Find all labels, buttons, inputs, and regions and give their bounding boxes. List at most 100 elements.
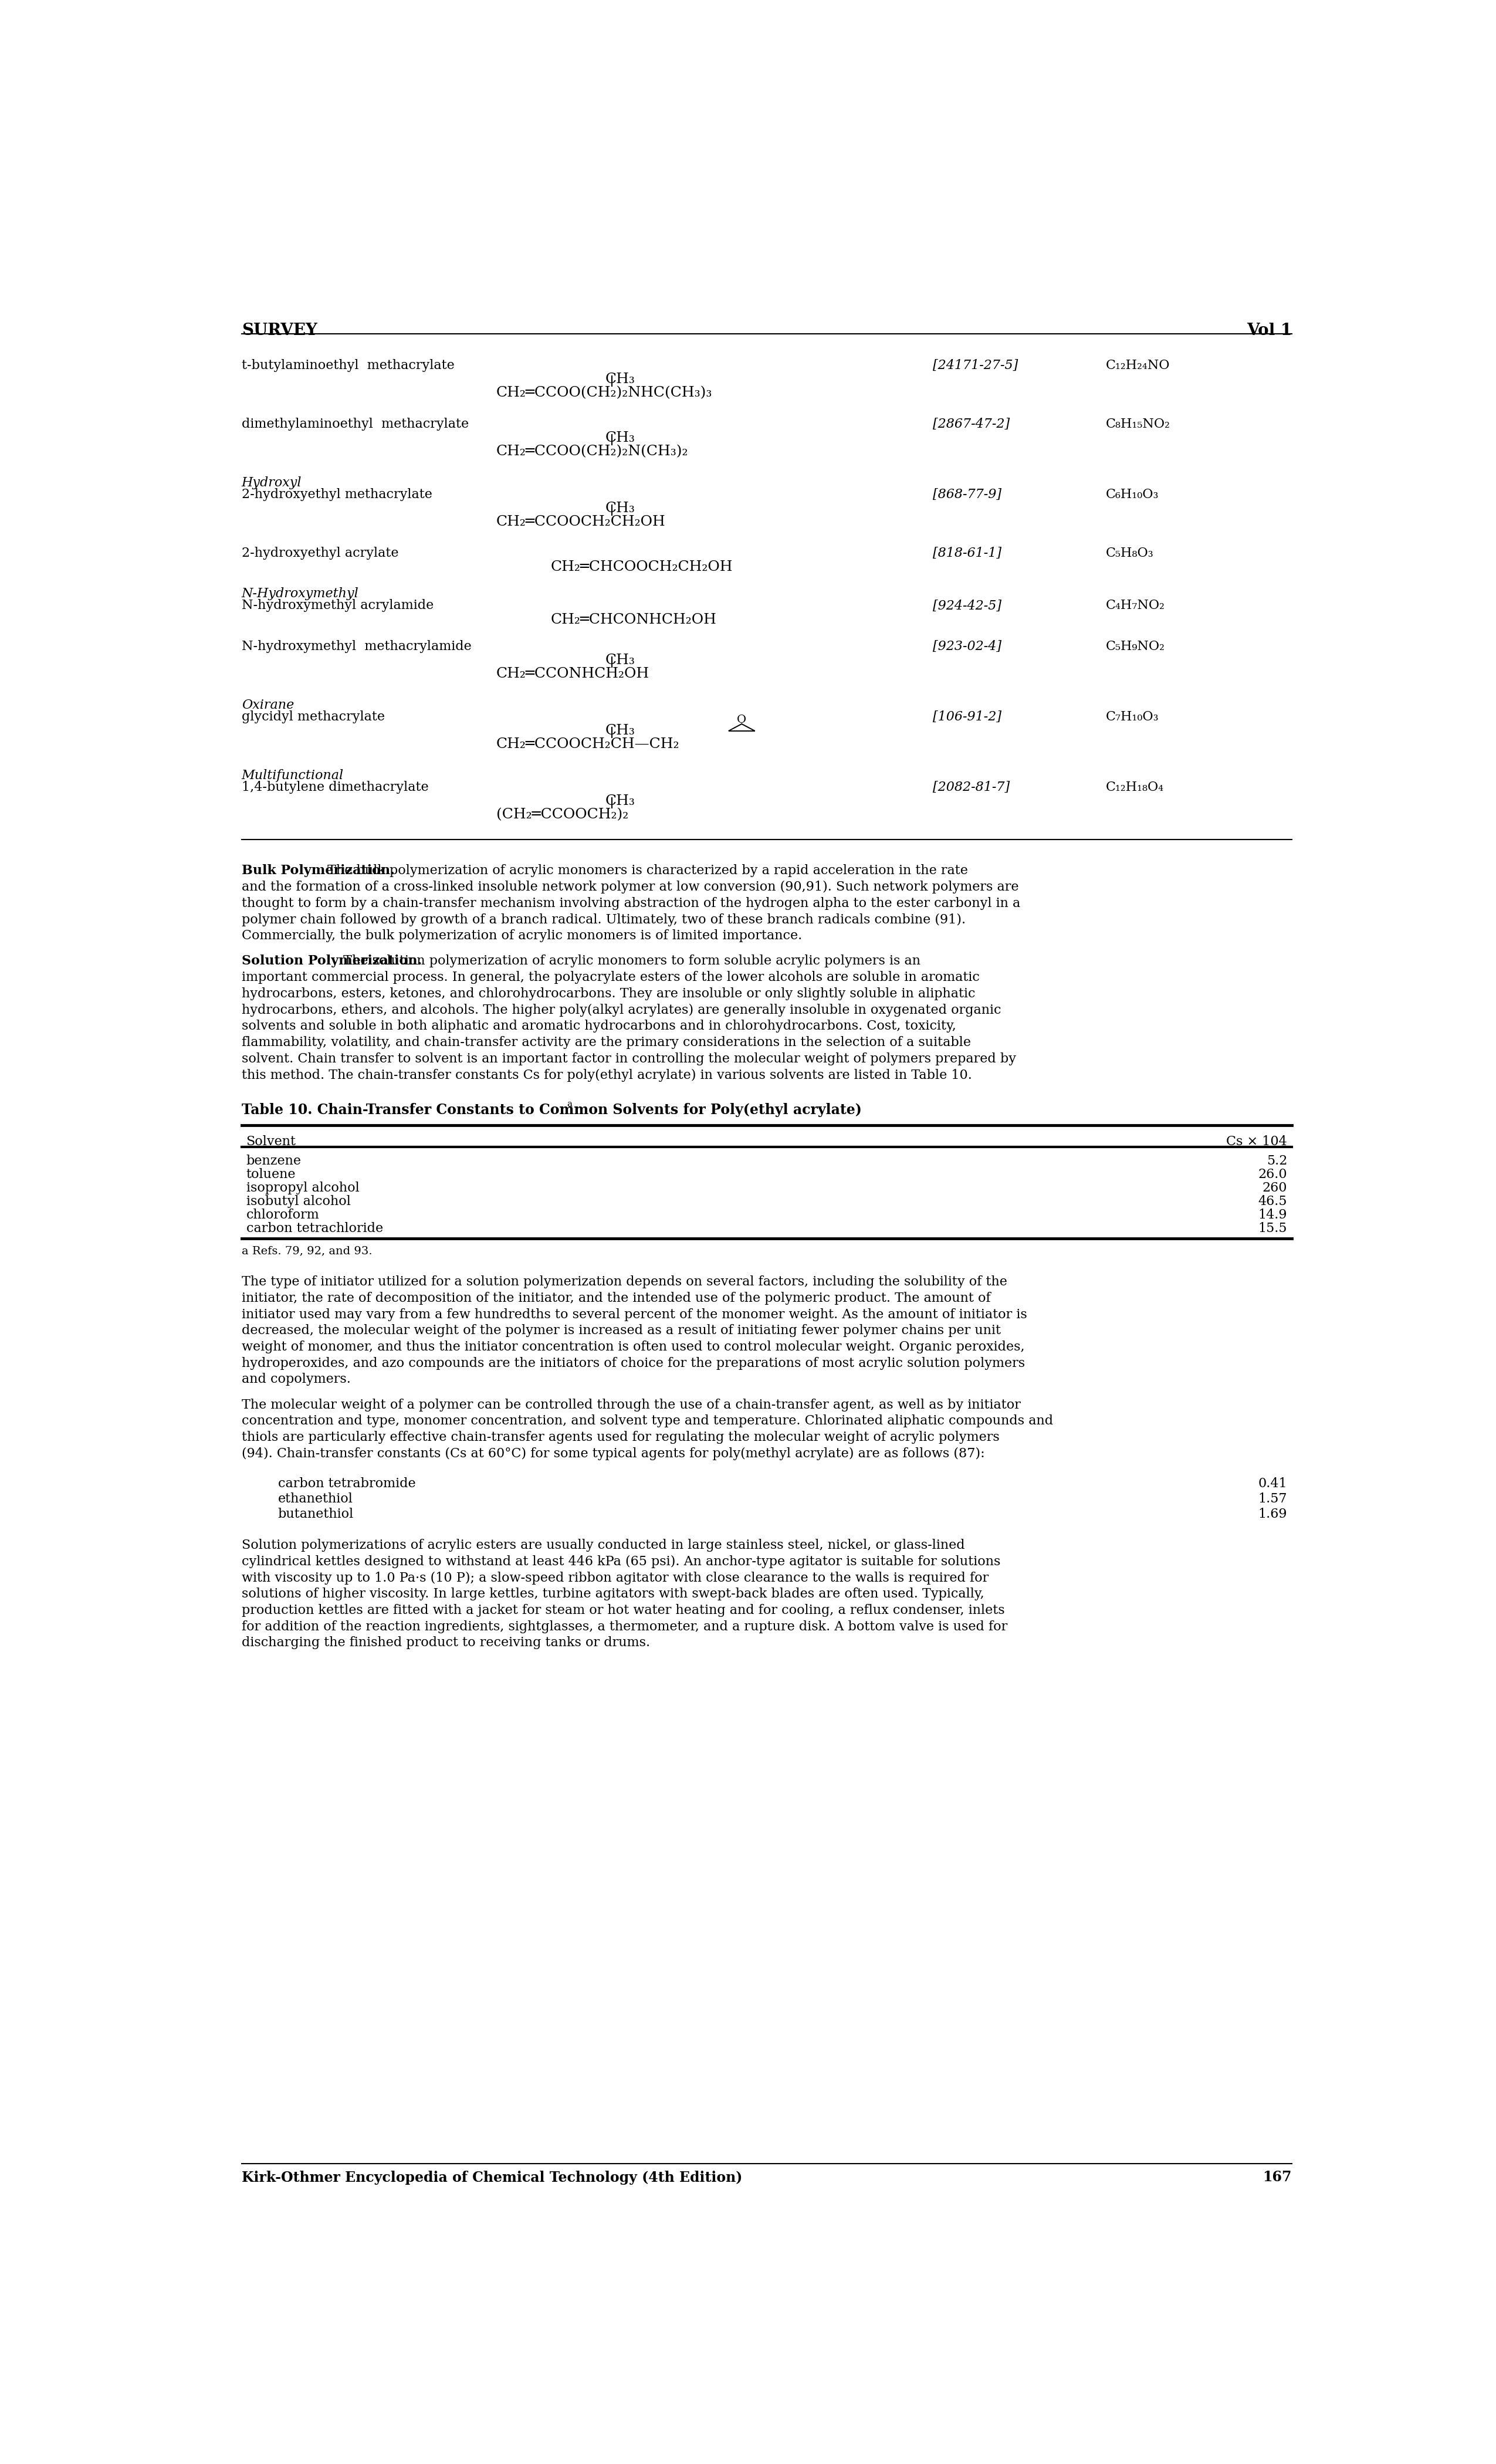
Text: The bulk polymerization of acrylic monomers is characterized by a rapid accelera: The bulk polymerization of acrylic monom… bbox=[323, 865, 968, 877]
Text: hydrocarbons, ethers, and alcohols. The higher poly(alkyl acrylates) are general: hydrocarbons, ethers, and alcohols. The … bbox=[241, 1003, 1001, 1018]
Text: Bulk Polymerization.: Bulk Polymerization. bbox=[241, 865, 395, 877]
Text: solvents and soluble in both aliphatic and aromatic hydrocarbons and in chlorohy: solvents and soluble in both aliphatic a… bbox=[241, 1020, 956, 1032]
Text: 167: 167 bbox=[1263, 2171, 1293, 2186]
Text: CH₂═CCOO(CH₂)₂NHC(CH₃)₃: CH₂═CCOO(CH₂)₂NHC(CH₃)₃ bbox=[497, 387, 712, 399]
Text: Kirk-Othmer Encyclopedia of Chemical Technology (4th Edition): Kirk-Othmer Encyclopedia of Chemical Tec… bbox=[241, 2171, 742, 2186]
Text: 1.69: 1.69 bbox=[1258, 1508, 1287, 1520]
Text: Cs × 104: Cs × 104 bbox=[1227, 1136, 1287, 1148]
Text: 15.5: 15.5 bbox=[1258, 1222, 1287, 1234]
Text: C₇H₁₀O₃: C₇H₁₀O₃ bbox=[1106, 710, 1158, 724]
Text: decreased, the molecular weight of the polymer is increased as a result of initi: decreased, the molecular weight of the p… bbox=[241, 1323, 1001, 1338]
Text: C₁₂H₁₈O₄: C₁₂H₁₈O₄ bbox=[1106, 781, 1164, 793]
Text: thiols are particularly effective chain-transfer agents used for regulating the : thiols are particularly effective chain-… bbox=[241, 1432, 999, 1444]
Text: 260: 260 bbox=[1263, 1183, 1287, 1195]
Text: CH₂═CHCONHCH₂OH: CH₂═CHCONHCH₂OH bbox=[551, 614, 717, 626]
Text: important commercial process. In general, the polyacrylate esters of the lower a: important commercial process. In general… bbox=[241, 971, 980, 983]
Text: Oxirane: Oxirane bbox=[241, 700, 293, 712]
Text: The solution polymerization of acrylic monomers to form soluble acrylic polymers: The solution polymerization of acrylic m… bbox=[340, 954, 920, 968]
Text: glycidyl methacrylate: glycidyl methacrylate bbox=[241, 710, 384, 724]
Text: CH₃: CH₃ bbox=[606, 503, 636, 515]
Text: [106-91-2]: [106-91-2] bbox=[932, 710, 1001, 724]
Text: isopropyl alcohol: isopropyl alcohol bbox=[247, 1183, 359, 1195]
Text: carbon tetrachloride: carbon tetrachloride bbox=[247, 1222, 383, 1234]
Text: [2867-47-2]: [2867-47-2] bbox=[932, 416, 1010, 431]
Text: CH₃: CH₃ bbox=[606, 724, 636, 737]
Text: [924-42-5]: [924-42-5] bbox=[932, 599, 1001, 611]
Text: 0.41: 0.41 bbox=[1258, 1476, 1287, 1491]
Text: CH₂═CCOOCH₂CH₂OH: CH₂═CCOOCH₂CH₂OH bbox=[497, 515, 666, 530]
Text: CH₂═CCOO(CH₂)₂N(CH₃)₂: CH₂═CCOO(CH₂)₂N(CH₃)₂ bbox=[497, 444, 688, 458]
Text: [923-02-4]: [923-02-4] bbox=[932, 641, 1001, 653]
Text: and copolymers.: and copolymers. bbox=[241, 1372, 350, 1385]
Text: C₄H₇NO₂: C₄H₇NO₂ bbox=[1106, 599, 1164, 611]
Text: benzene: benzene bbox=[247, 1156, 301, 1168]
Text: concentration and type, monomer concentration, and solvent type and temperature.: concentration and type, monomer concentr… bbox=[241, 1414, 1053, 1427]
Text: CH₂═CCOOCH₂CH—CH₂: CH₂═CCOOCH₂CH—CH₂ bbox=[497, 737, 679, 752]
Text: Solvent: Solvent bbox=[247, 1136, 296, 1148]
Text: Vol 1: Vol 1 bbox=[1246, 323, 1293, 338]
Text: (CH₂═CCOOCH₂)₂: (CH₂═CCOOCH₂)₂ bbox=[497, 808, 628, 821]
Text: O: O bbox=[738, 715, 747, 724]
Text: 2-hydroxyethyl acrylate: 2-hydroxyethyl acrylate bbox=[241, 547, 398, 559]
Text: isobutyl alcohol: isobutyl alcohol bbox=[247, 1195, 350, 1207]
Text: a: a bbox=[567, 1101, 573, 1109]
Text: hydrocarbons, esters, ketones, and chlorohydrocarbons. They are insoluble or onl: hydrocarbons, esters, ketones, and chlor… bbox=[241, 988, 975, 1000]
Text: 1.57: 1.57 bbox=[1258, 1493, 1287, 1506]
Text: 1,4-butylene dimethacrylate: 1,4-butylene dimethacrylate bbox=[241, 781, 428, 793]
Text: ethanethiol: ethanethiol bbox=[278, 1493, 353, 1506]
Text: 14.9: 14.9 bbox=[1258, 1210, 1287, 1222]
Text: CH₂═CCONHCH₂OH: CH₂═CCONHCH₂OH bbox=[497, 668, 649, 680]
Text: C₆H₁₀O₃: C₆H₁₀O₃ bbox=[1106, 488, 1158, 500]
Text: N-hydroxymethyl acrylamide: N-hydroxymethyl acrylamide bbox=[241, 599, 434, 611]
Text: butanethiol: butanethiol bbox=[278, 1508, 353, 1520]
Text: C₁₂H₂₄NO: C₁₂H₂₄NO bbox=[1106, 360, 1170, 372]
Text: C₅H₉NO₂: C₅H₉NO₂ bbox=[1106, 641, 1164, 653]
Text: [868-77-9]: [868-77-9] bbox=[932, 488, 1001, 500]
Text: Multifunctional: Multifunctional bbox=[241, 769, 344, 781]
Text: 26.0: 26.0 bbox=[1258, 1168, 1287, 1180]
Text: t-butylaminoethyl  methacrylate: t-butylaminoethyl methacrylate bbox=[241, 360, 455, 372]
Text: 5.2: 5.2 bbox=[1267, 1156, 1287, 1168]
Text: CH₂═CHCOOCH₂CH₂OH: CH₂═CHCOOCH₂CH₂OH bbox=[551, 559, 733, 574]
Text: CH₃: CH₃ bbox=[606, 431, 636, 444]
Text: for addition of the reaction ingredients, sightglasses, a thermometer, and a rup: for addition of the reaction ingredients… bbox=[241, 1621, 1007, 1634]
Text: Commercially, the bulk polymerization of acrylic monomers is of limited importan: Commercially, the bulk polymerization of… bbox=[241, 929, 802, 941]
Text: SURVEY: SURVEY bbox=[241, 323, 317, 338]
Text: [818-61-1]: [818-61-1] bbox=[932, 547, 1001, 559]
Text: 46.5: 46.5 bbox=[1258, 1195, 1287, 1207]
Text: this method. The chain-transfer constants Cs for poly(ethyl acrylate) in various: this method. The chain-transfer constant… bbox=[241, 1069, 972, 1082]
Text: CH₃: CH₃ bbox=[606, 653, 636, 668]
Text: production kettles are fitted with a jacket for steam or hot water heating and f: production kettles are fitted with a jac… bbox=[241, 1604, 1005, 1616]
Text: polymer chain followed by growth of a branch radical. Ultimately, two of these b: polymer chain followed by growth of a br… bbox=[241, 914, 965, 926]
Text: 2-hydroxyethyl methacrylate: 2-hydroxyethyl methacrylate bbox=[241, 488, 432, 500]
Text: dimethylaminoethyl  methacrylate: dimethylaminoethyl methacrylate bbox=[241, 416, 468, 431]
Text: Solution polymerizations of acrylic esters are usually conducted in large stainl: Solution polymerizations of acrylic este… bbox=[241, 1540, 965, 1552]
Text: chloroform: chloroform bbox=[247, 1210, 319, 1222]
Text: solutions of higher viscosity. In large kettles, turbine agitators with swept-ba: solutions of higher viscosity. In large … bbox=[241, 1587, 984, 1602]
Text: a Refs. 79, 92, and 93.: a Refs. 79, 92, and 93. bbox=[241, 1247, 373, 1257]
Text: [2082-81-7]: [2082-81-7] bbox=[932, 781, 1010, 793]
Text: [24171-27-5]: [24171-27-5] bbox=[932, 360, 1017, 372]
Text: weight of monomer, and thus the initiator concentration is often used to control: weight of monomer, and thus the initiato… bbox=[241, 1340, 1025, 1353]
Text: carbon tetrabromide: carbon tetrabromide bbox=[278, 1476, 416, 1491]
Text: toluene: toluene bbox=[247, 1168, 296, 1180]
Text: cylindrical kettles designed to withstand at least 446 kPa (65 psi). An anchor-t: cylindrical kettles designed to withstan… bbox=[241, 1555, 1001, 1567]
Text: C₈H₁₅NO₂: C₈H₁₅NO₂ bbox=[1106, 416, 1170, 431]
Text: C₅H₈O₃: C₅H₈O₃ bbox=[1106, 547, 1153, 559]
Text: Table 10. Chain-Transfer Constants to Common Solvents for Poly(ethyl acrylate): Table 10. Chain-Transfer Constants to Co… bbox=[241, 1104, 862, 1116]
Text: (94). Chain-transfer constants (Cs at 60°C) for some typical agents for poly(met: (94). Chain-transfer constants (Cs at 60… bbox=[241, 1446, 984, 1461]
Text: N-Hydroxymethyl: N-Hydroxymethyl bbox=[241, 586, 359, 601]
Text: with viscosity up to 1.0 Pa·s (10 P); a slow-speed ribbon agitator with close cl: with viscosity up to 1.0 Pa·s (10 P); a … bbox=[241, 1572, 989, 1584]
Text: CH₃: CH₃ bbox=[606, 793, 636, 808]
Text: discharging the finished product to receiving tanks or drums.: discharging the finished product to rece… bbox=[241, 1636, 649, 1648]
Text: Solution Polymerization.: Solution Polymerization. bbox=[241, 954, 422, 968]
Text: solvent. Chain transfer to solvent is an important factor in controlling the mol: solvent. Chain transfer to solvent is an… bbox=[241, 1052, 1016, 1064]
Text: and the formation of a cross-linked insoluble network polymer at low conversion : and the formation of a cross-linked inso… bbox=[241, 880, 1019, 894]
Text: initiator, the rate of decomposition of the initiator, and the intended use of t: initiator, the rate of decomposition of … bbox=[241, 1291, 990, 1303]
Text: The molecular weight of a polymer can be controlled through the use of a chain-t: The molecular weight of a polymer can be… bbox=[241, 1400, 1020, 1412]
Text: CH₃: CH₃ bbox=[606, 372, 636, 387]
Text: hydroperoxides, and azo compounds are the initiators of choice for the preparati: hydroperoxides, and azo compounds are th… bbox=[241, 1358, 1025, 1370]
Text: thought to form by a chain-transfer mechanism involving abstraction of the hydro: thought to form by a chain-transfer mech… bbox=[241, 897, 1020, 909]
Text: The type of initiator utilized for a solution polymerization depends on several : The type of initiator utilized for a sol… bbox=[241, 1276, 1007, 1289]
Text: N-hydroxymethyl  methacrylamide: N-hydroxymethyl methacrylamide bbox=[241, 641, 471, 653]
